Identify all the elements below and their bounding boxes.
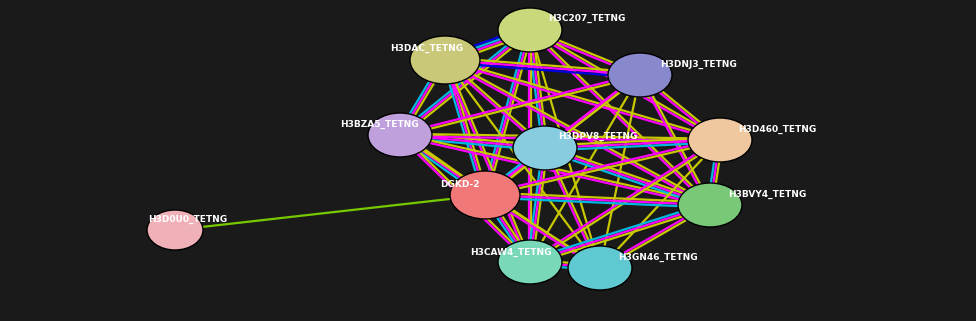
Ellipse shape [368, 113, 432, 157]
Text: H3DNJ3_TETNG: H3DNJ3_TETNG [660, 60, 737, 69]
Ellipse shape [450, 171, 520, 219]
Text: H3CAW4_TETNG: H3CAW4_TETNG [470, 248, 551, 257]
Text: DGKD-2: DGKD-2 [440, 180, 479, 189]
Ellipse shape [513, 126, 577, 170]
Ellipse shape [688, 118, 752, 162]
Ellipse shape [498, 240, 562, 284]
Text: H3BVY4_TETNG: H3BVY4_TETNG [728, 190, 806, 199]
Ellipse shape [498, 8, 562, 52]
Text: H3DAC_TETNG: H3DAC_TETNG [390, 44, 464, 53]
Text: H3D0U0_TETNG: H3D0U0_TETNG [148, 215, 227, 224]
Text: H3C207_TETNG: H3C207_TETNG [548, 14, 626, 23]
Ellipse shape [608, 53, 672, 97]
Text: H3D460_TETNG: H3D460_TETNG [738, 125, 816, 134]
Ellipse shape [568, 246, 632, 290]
Text: H3GN46_TETNG: H3GN46_TETNG [618, 253, 698, 262]
Ellipse shape [410, 36, 480, 84]
Ellipse shape [147, 210, 203, 250]
Ellipse shape [678, 183, 742, 227]
Text: H3BZA5_TETNG: H3BZA5_TETNG [340, 120, 419, 129]
Text: H3DPV8_TETNG: H3DPV8_TETNG [558, 132, 637, 141]
